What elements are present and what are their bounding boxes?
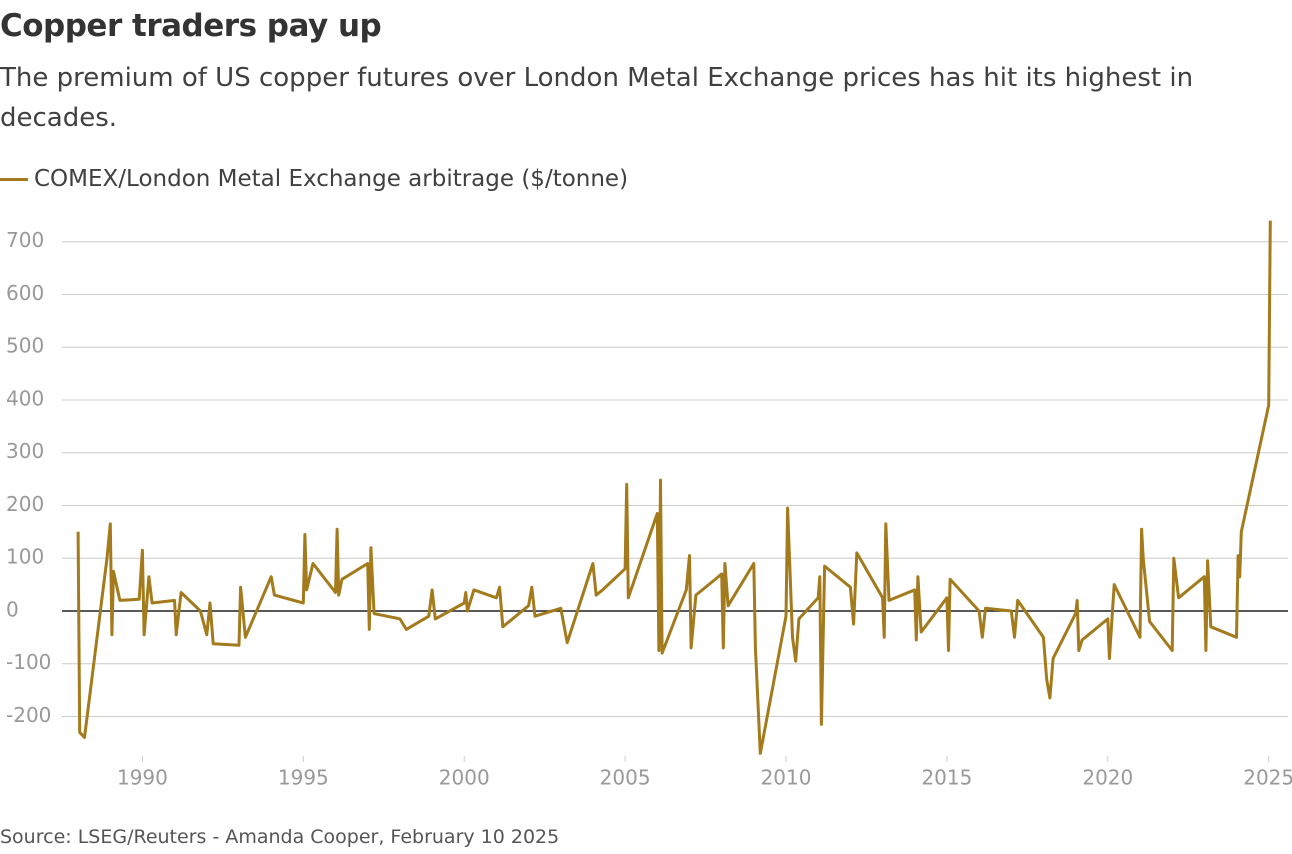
y-tick-label: 700: [6, 228, 44, 252]
x-tick-label: 2020: [1082, 766, 1133, 790]
y-tick-label: 300: [6, 439, 44, 463]
x-tick-label: 2010: [761, 766, 812, 790]
x-tick-label: 2025: [1243, 766, 1292, 790]
x-tick-label: 1995: [278, 766, 329, 790]
y-tick-label: 400: [6, 386, 44, 410]
legend: COMEX/London Metal Exchange arbitrage ($…: [0, 166, 628, 192]
x-tick-label: 2000: [439, 766, 490, 790]
y-tick-label: 0: [6, 597, 19, 621]
chart: -200 -100 0 100 200 300 400 500 600 700 1990 1995 20…: [6, 220, 1292, 790]
chart-title: Copper traders pay up: [0, 8, 382, 44]
y-tick-label: 600: [6, 281, 44, 305]
data-line: [76, 220, 1272, 755]
legend-swatch: [0, 177, 28, 181]
x-tick-label: 2015: [921, 766, 972, 790]
x-tick-label: 1990: [117, 766, 168, 790]
y-tick-label: 500: [6, 334, 44, 358]
legend-label: COMEX/London Metal Exchange arbitrage ($…: [34, 166, 629, 192]
source-note: Source: LSEG/Reuters - Amanda Cooper, Fe…: [0, 826, 560, 848]
x-tick-label: 2005: [600, 766, 651, 790]
y-tick-label: 200: [6, 492, 44, 516]
y-tick-label: 100: [6, 545, 44, 569]
y-tick-label: -100: [6, 650, 51, 674]
y-tick-label: -200: [6, 703, 51, 727]
chart-subtitle: The premium of US copper futures over Lo…: [0, 63, 1194, 133]
